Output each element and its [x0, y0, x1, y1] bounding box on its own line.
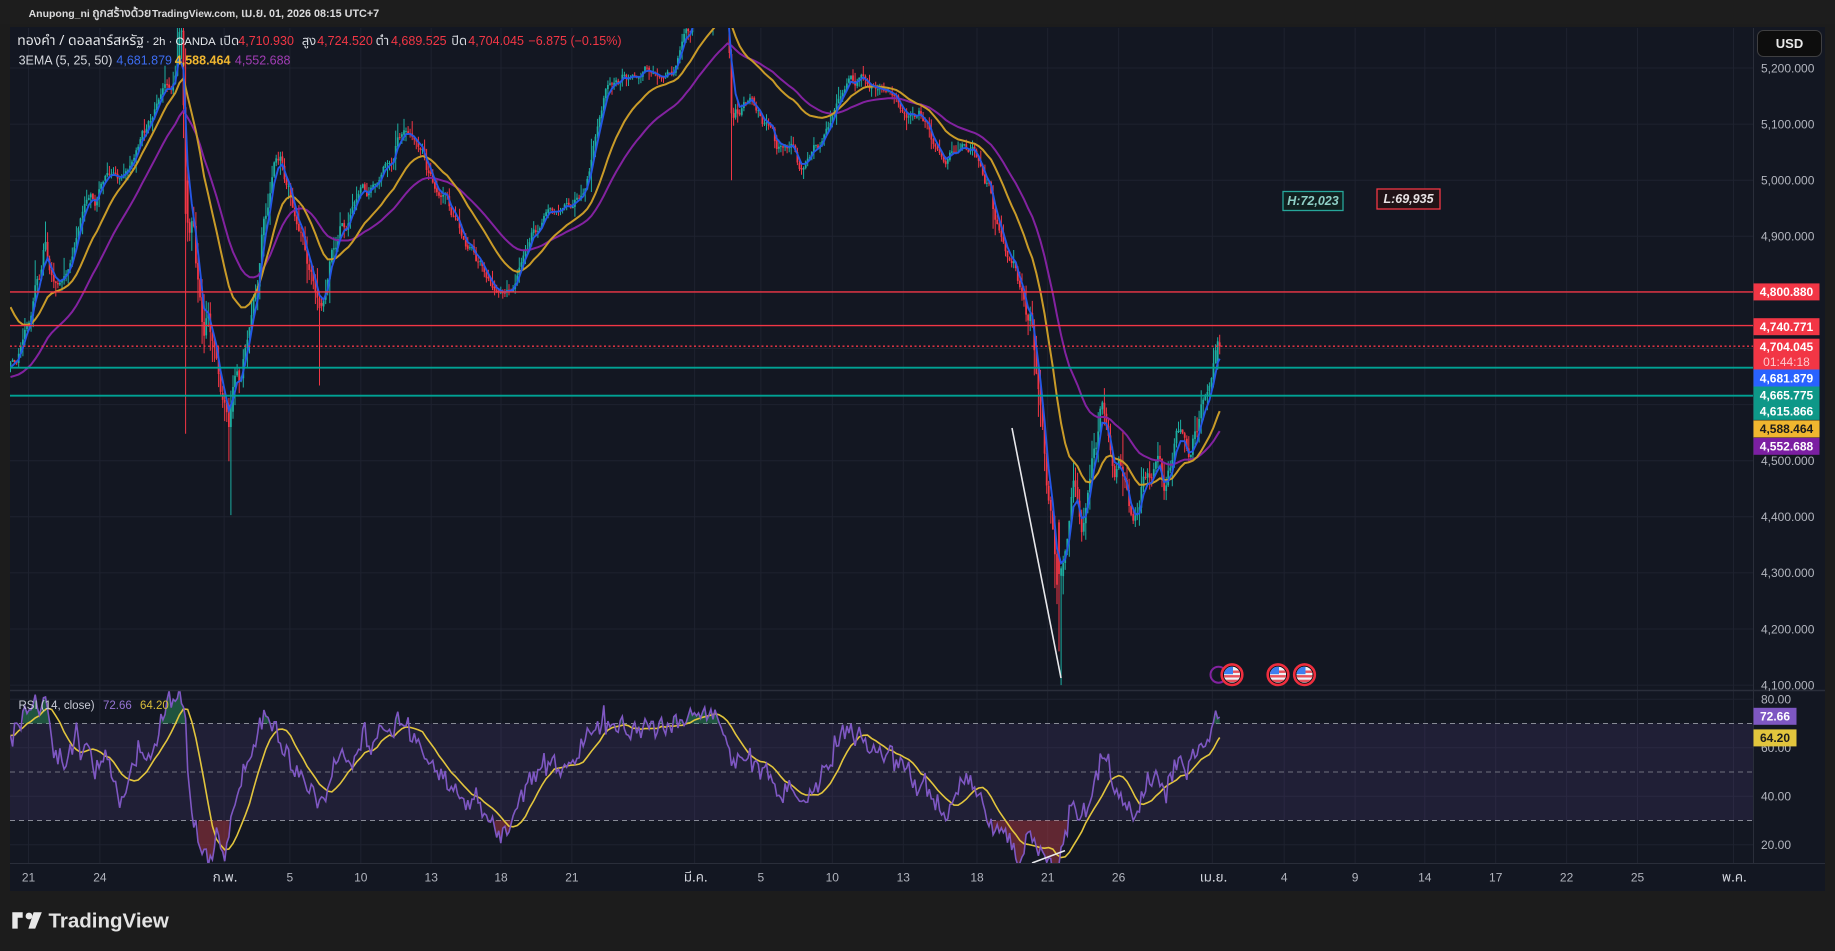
svg-text:14: 14: [1418, 871, 1432, 885]
svg-text:01, 2026 08:15 UTC+7: 01, 2026 08:15 UTC+7: [269, 8, 379, 20]
svg-text:4,704.045: 4,704.045: [468, 34, 524, 48]
svg-text:4,740.771: 4,740.771: [1760, 320, 1814, 334]
svg-text:01:44:18: 01:44:18: [1763, 355, 1810, 369]
svg-text:4,300.000: 4,300.000: [1761, 566, 1815, 580]
svg-text:TradingView.com,: TradingView.com,: [152, 9, 238, 20]
svg-text:18: 18: [494, 871, 508, 885]
svg-text:4,704.045: 4,704.045: [1760, 340, 1814, 354]
svg-text:64.20: 64.20: [1760, 731, 1790, 745]
svg-text:10: 10: [826, 871, 840, 885]
svg-text:4,100.000: 4,100.000: [1761, 678, 1815, 692]
svg-text:20.00: 20.00: [1761, 838, 1791, 852]
svg-text:21: 21: [1041, 871, 1055, 885]
svg-text:18: 18: [970, 871, 984, 885]
svg-text:21: 21: [22, 871, 36, 885]
svg-text:· 2h · OANDA: · 2h · OANDA: [146, 36, 216, 48]
svg-text:H:72,023: H:72,023: [1287, 194, 1338, 208]
svg-text:40.00: 40.00: [1761, 790, 1791, 804]
svg-text:TradingView: TradingView: [49, 910, 169, 933]
svg-text:26: 26: [1112, 871, 1126, 885]
svg-text:4,552.688: 4,552.688: [235, 54, 291, 68]
svg-text:10: 10: [354, 871, 368, 885]
svg-text:21: 21: [565, 871, 579, 885]
svg-text:4,552.688: 4,552.688: [1760, 440, 1814, 454]
svg-text:4: 4: [1281, 871, 1288, 885]
svg-text:17: 17: [1489, 871, 1503, 885]
svg-text:9: 9: [1352, 871, 1359, 885]
svg-text:RSI (14, close): RSI (14, close): [19, 700, 95, 712]
svg-text:L:69,935: L:69,935: [1383, 192, 1434, 206]
svg-text:USD: USD: [1776, 36, 1803, 51]
svg-text:4,689.525: 4,689.525: [391, 34, 447, 48]
svg-text:4,724.520: 4,724.520: [317, 34, 373, 48]
svg-text:4,710.930: 4,710.930: [238, 34, 294, 48]
svg-text:4,588.464: 4,588.464: [175, 54, 231, 68]
svg-text:4,681.879: 4,681.879: [116, 54, 172, 68]
svg-text:13: 13: [425, 871, 439, 885]
svg-text:4,800.880: 4,800.880: [1760, 285, 1814, 299]
svg-text:−6.875 (−0.15%): −6.875 (−0.15%): [528, 34, 621, 48]
svg-text:3EMA (5, 25, 50): 3EMA (5, 25, 50): [19, 54, 113, 68]
svg-text:5: 5: [287, 871, 294, 885]
svg-text:64.20: 64.20: [140, 700, 169, 712]
svg-text:24: 24: [93, 871, 107, 885]
svg-text:4,200.000: 4,200.000: [1761, 622, 1815, 636]
svg-text:4,588.464: 4,588.464: [1760, 422, 1814, 436]
svg-text:4,500.000: 4,500.000: [1761, 454, 1815, 468]
svg-text:4,400.000: 4,400.000: [1761, 510, 1815, 524]
svg-text:4,681.879: 4,681.879: [1760, 371, 1814, 385]
svg-text:4,615.866: 4,615.866: [1760, 405, 1814, 419]
svg-text:Anupong_ni: Anupong_ni: [29, 8, 90, 20]
svg-text:72.66: 72.66: [103, 700, 132, 712]
svg-text:5,000.000: 5,000.000: [1761, 174, 1815, 188]
svg-text:4,665.775: 4,665.775: [1760, 388, 1814, 402]
svg-text:4,900.000: 4,900.000: [1761, 230, 1815, 244]
svg-text:80.00: 80.00: [1761, 693, 1791, 707]
svg-text:5: 5: [758, 871, 765, 885]
svg-text:22: 22: [1560, 871, 1574, 885]
svg-text:13: 13: [897, 871, 911, 885]
svg-text:5,200.000: 5,200.000: [1761, 61, 1815, 75]
svg-text:72.66: 72.66: [1760, 710, 1790, 724]
svg-text:5,100.000: 5,100.000: [1761, 117, 1815, 131]
svg-text:25: 25: [1631, 871, 1645, 885]
